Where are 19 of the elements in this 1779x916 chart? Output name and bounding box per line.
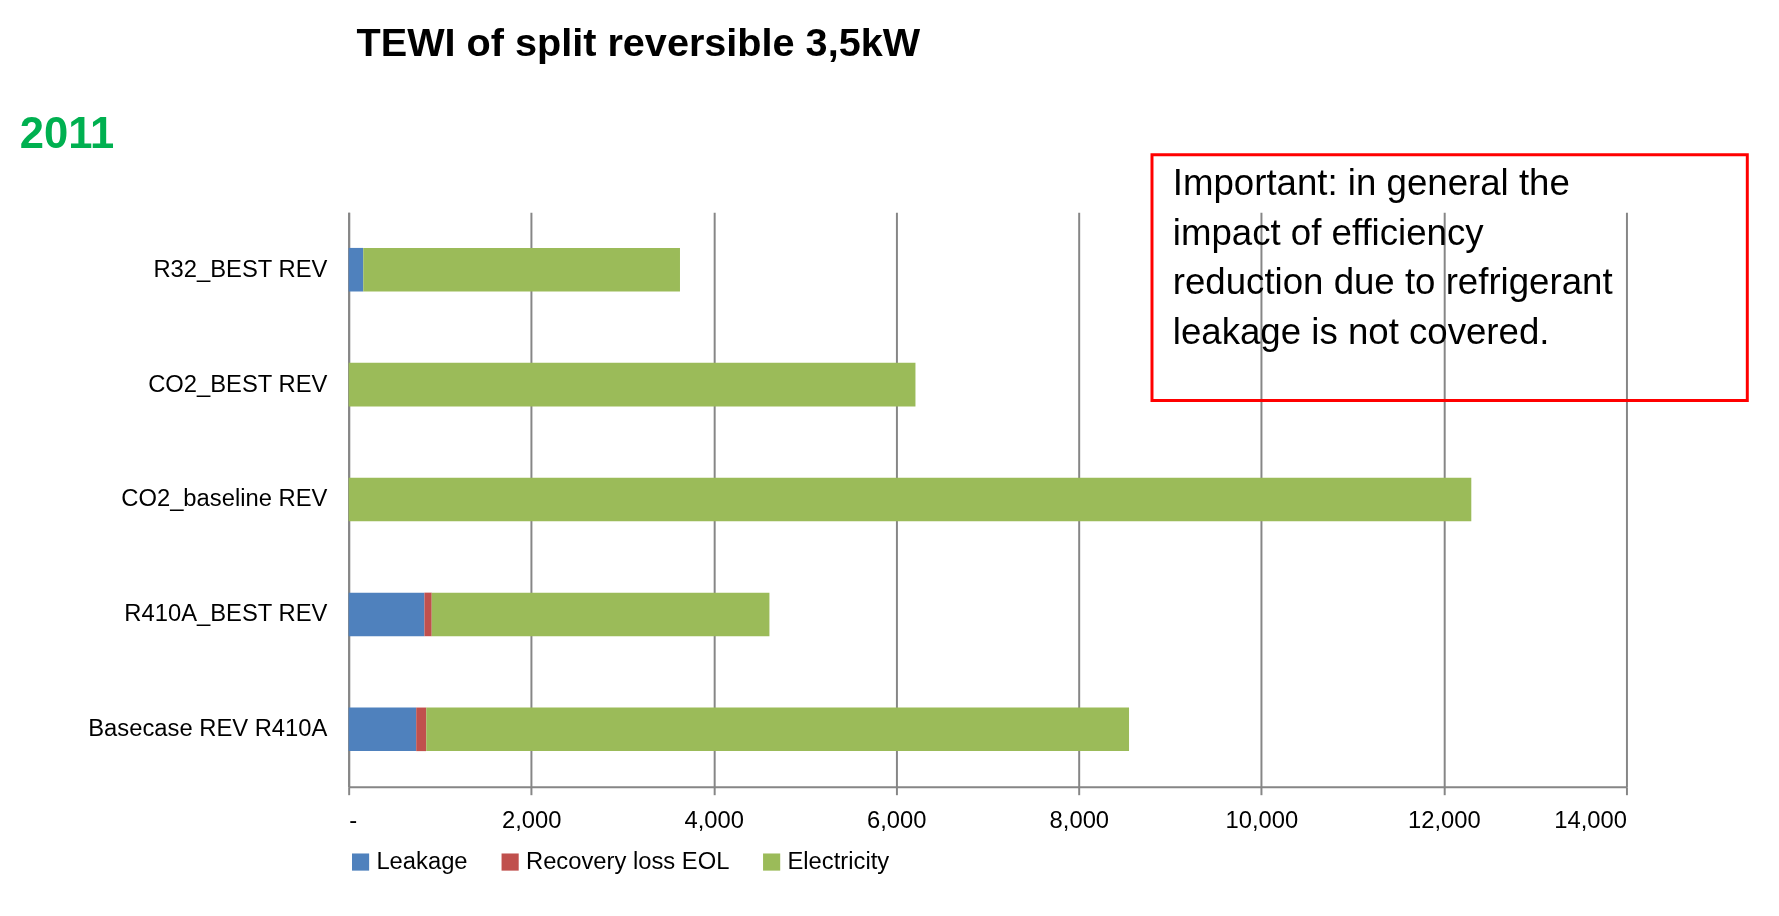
y-tick-label: Basecase REV R410A bbox=[88, 714, 328, 742]
y-tick-label: R32_BEST REV bbox=[153, 254, 328, 282]
legend-label: Leakage bbox=[376, 846, 468, 874]
x-tick-label: 12,000 bbox=[1408, 805, 1481, 833]
x-tick-label: 8,000 bbox=[1049, 805, 1110, 833]
y-tick-label: R410A_BEST REV bbox=[124, 599, 328, 627]
x-tick-label: 4,000 bbox=[684, 805, 744, 833]
x-tick-label: 14,000 bbox=[1554, 805, 1627, 833]
x-tick-label: - bbox=[349, 805, 358, 833]
chart-title: TEWI of split reversible 3,5kW bbox=[356, 19, 921, 64]
legend-label: Electricity bbox=[787, 846, 890, 874]
x-tick-label: 10,000 bbox=[1225, 805, 1299, 833]
annotation: Important: in general the impact of efficiency reduction due to refrigerant leakage is not covered. bbox=[1172, 162, 1613, 352]
y-tick-label: CO2_baseline REV bbox=[121, 484, 328, 512]
text: 2011 bbox=[19, 108, 115, 157]
x-tick-label: 6,000 bbox=[867, 805, 927, 833]
legend-label: Recovery loss EOL bbox=[525, 846, 730, 874]
x-tick-label: 2,000 bbox=[501, 805, 562, 833]
y-tick-label: CO2_BEST REV bbox=[148, 369, 328, 397]
